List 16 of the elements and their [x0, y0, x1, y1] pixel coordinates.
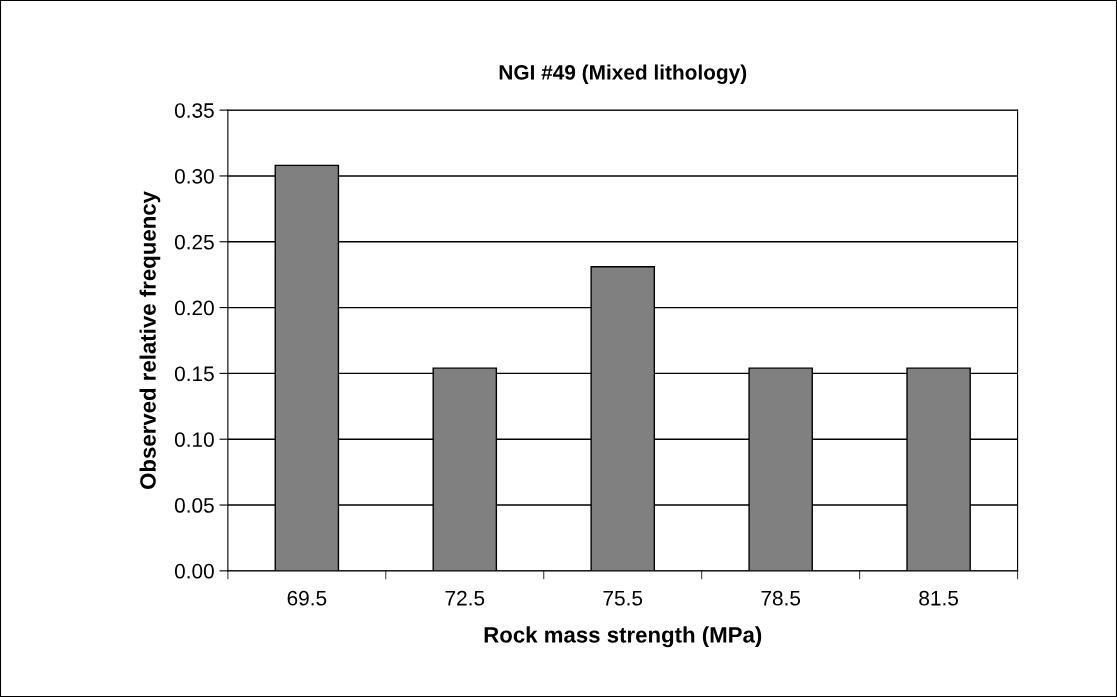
x-tick-label: 75.5	[603, 591, 643, 606]
y-tick-label: 0.00	[174, 563, 214, 579]
x-tick-label: 78.5	[761, 590, 801, 606]
y-tick-label: 0.25	[174, 234, 214, 250]
y-tick-label: 0.30	[174, 168, 214, 184]
x-tick-label: 72.5	[445, 590, 485, 606]
y-tick-label: 0.10	[174, 432, 214, 447]
x-tick-label: 69.5	[287, 590, 327, 606]
y-axis-title: Observed relative frequency	[139, 191, 161, 490]
y-tick-label: 0.15	[174, 366, 214, 382]
y-tick-label: 0.35	[174, 103, 214, 118]
chart-title: NGI #49 (Mixed lithology)	[499, 64, 747, 84]
x-axis-title: Rock mass strength (MPa)	[484, 626, 762, 648]
x-tick-label: 81.5	[919, 590, 959, 606]
y-tick-label: 0.05	[174, 498, 214, 513]
y-tick-label: 0.20	[174, 300, 214, 316]
